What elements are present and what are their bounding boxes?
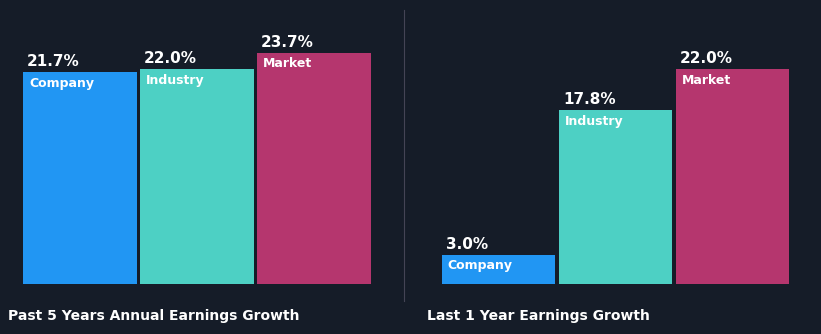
Text: Industry: Industry <box>146 74 204 87</box>
Text: Market: Market <box>681 74 731 87</box>
Text: 3.0%: 3.0% <box>446 237 488 252</box>
Text: Market: Market <box>264 57 312 70</box>
Text: Company: Company <box>447 260 512 273</box>
Text: 17.8%: 17.8% <box>563 92 616 107</box>
Text: Last 1 Year Earnings Growth: Last 1 Year Earnings Growth <box>427 309 649 323</box>
Bar <box>140 69 254 284</box>
Bar <box>677 69 790 284</box>
Bar <box>559 110 672 284</box>
Bar <box>23 72 136 284</box>
Text: 21.7%: 21.7% <box>27 54 80 69</box>
Text: 23.7%: 23.7% <box>261 35 314 49</box>
Bar <box>442 255 555 284</box>
Text: Industry: Industry <box>565 115 623 128</box>
Text: Past 5 Years Annual Earnings Growth: Past 5 Years Annual Earnings Growth <box>8 309 300 323</box>
Bar <box>258 52 371 284</box>
Text: 22.0%: 22.0% <box>144 51 197 66</box>
Text: Company: Company <box>29 77 94 90</box>
Text: 22.0%: 22.0% <box>680 51 733 66</box>
